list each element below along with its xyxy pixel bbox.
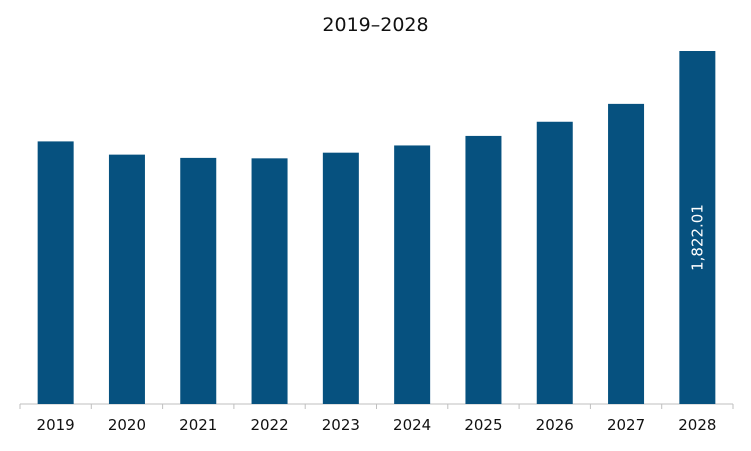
x-tick-label-2028: 2028: [678, 416, 716, 434]
bar-2027: [608, 103, 645, 405]
bar-2028: [679, 51, 716, 404]
bar-2021: [180, 157, 217, 404]
x-tick-label-2022: 2022: [250, 416, 288, 434]
x-tick-label-2026: 2026: [536, 416, 574, 434]
chart-title: 2019–2028: [322, 14, 429, 36]
x-tick-label-2023: 2023: [322, 416, 360, 434]
x-tick-label-2027: 2027: [607, 416, 645, 434]
bar-2026: [536, 121, 573, 405]
bar-2020: [108, 154, 145, 404]
bar-2024: [394, 145, 431, 404]
x-tick-label-2020: 2020: [108, 416, 146, 434]
data-label-2028: 1,822.01: [688, 204, 706, 271]
bar-2019: [37, 141, 74, 405]
x-tick-label-2025: 2025: [464, 416, 502, 434]
x-tick-label-2024: 2024: [393, 416, 431, 434]
bar-2023: [322, 152, 359, 404]
x-tick-label-2021: 2021: [179, 416, 217, 434]
x-tick-label-2019: 2019: [37, 416, 75, 434]
bar-2025: [465, 135, 502, 405]
bar-2022: [251, 158, 288, 404]
